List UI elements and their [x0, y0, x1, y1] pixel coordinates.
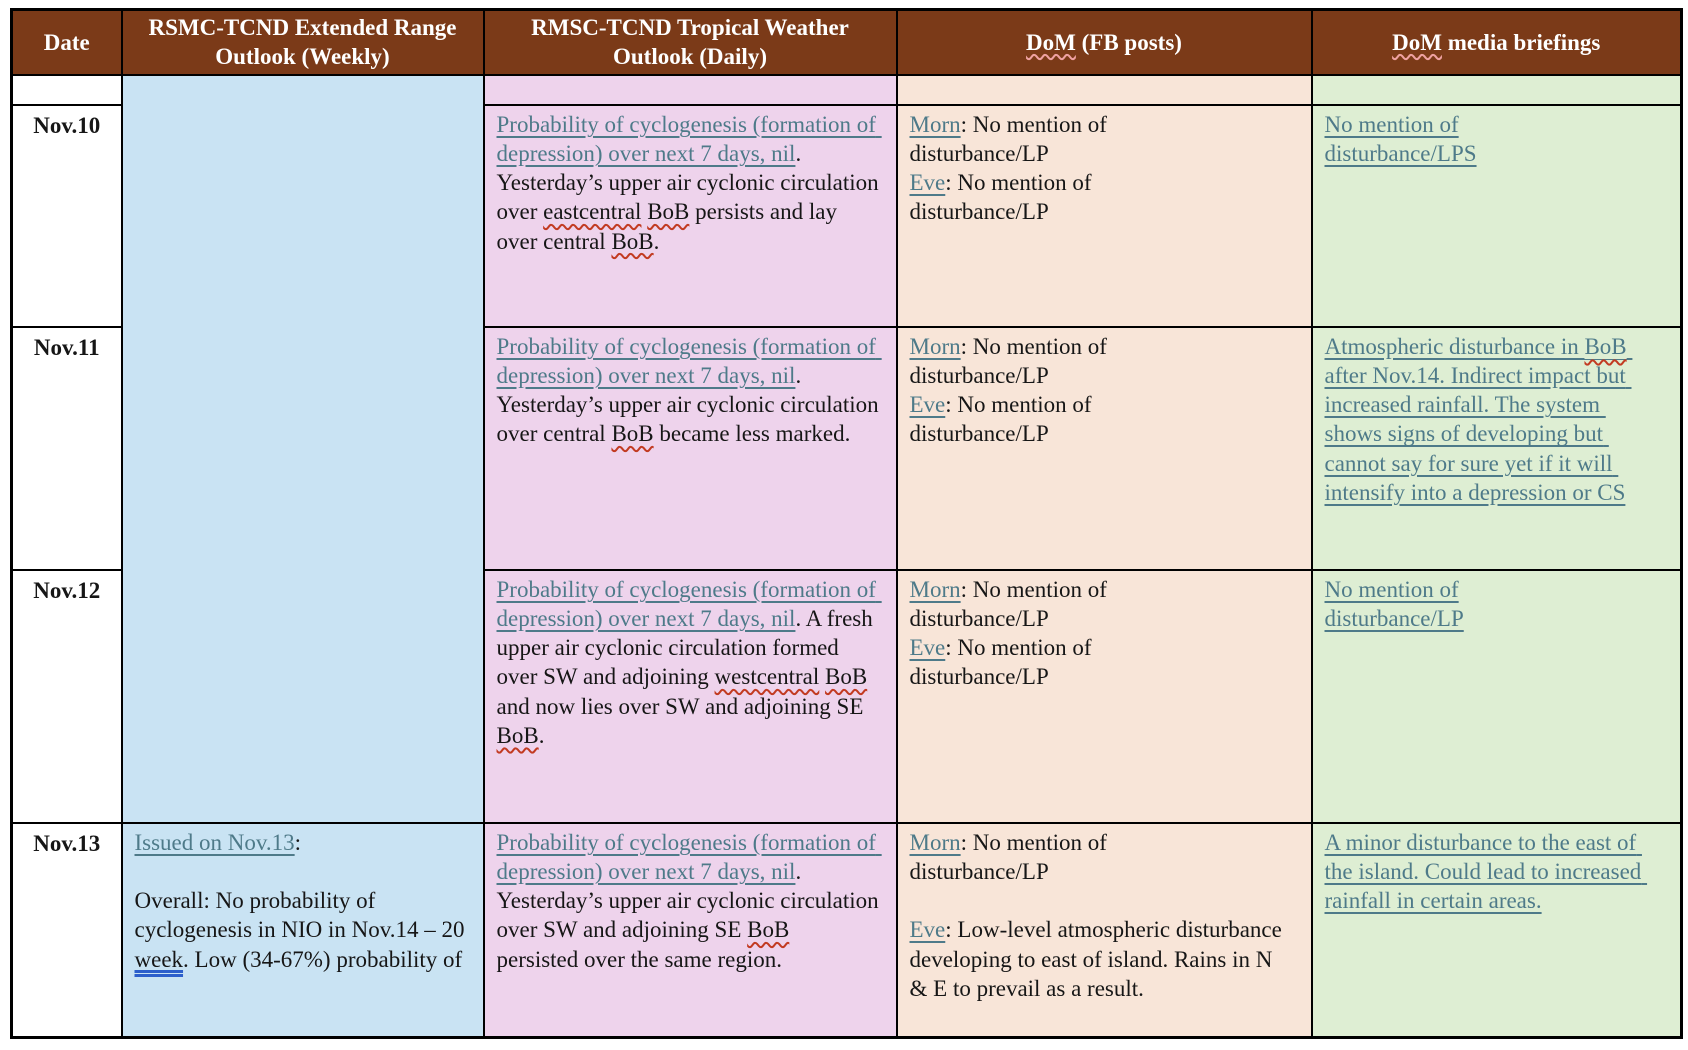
header-weekly-outlook: RSMC-TCND Extended Range Outlook (Weekly…: [120, 8, 485, 76]
text-link[interactable]: No mention of: [1324, 576, 1459, 602]
cell-spacer-date: [10, 73, 123, 106]
text-segment: BoB: [611, 228, 654, 254]
text-segment: BoB: [647, 199, 690, 225]
text-segment: media briefings: [1441, 29, 1601, 55]
text-segment: BoB: [747, 917, 790, 943]
text-segment: . Low (34-67%) probability of: [183, 946, 463, 972]
text-segment: persisted over the same region.: [496, 946, 783, 972]
text-segment: disturbance/LP: [909, 199, 1049, 225]
text-segment: : No mention of: [960, 829, 1107, 855]
text-segment: disturbance/LP: [909, 606, 1049, 632]
text-link[interactable]: Probability of cyclogenesis (formation o…: [496, 333, 882, 389]
text-segment: DoM: [1026, 29, 1076, 55]
text-segment: Date: [43, 29, 90, 55]
cell-media-nov13: A minor disturbance to the east of the i…: [1310, 821, 1683, 1039]
cell-daily-nov11: Probability of cyclogenesis (formation o…: [482, 325, 898, 571]
text-segment: BoB: [496, 722, 539, 748]
cell-fb-nov12: Morn: No mention of disturbance/LP Eve: No…: [895, 568, 1313, 824]
text-link[interactable]: A minor disturbance to the east of the i…: [1324, 829, 1648, 914]
text-segment: . A fresh upper air cyclonic circulation…: [496, 606, 879, 690]
weather-outlook-table: Date RSMC-TCND Extended Range Outlook (W…: [10, 8, 1683, 1040]
cell-date-nov13: Nov.13: [10, 821, 123, 1039]
cell-date-nov12: Nov.12: [10, 568, 123, 824]
cell-daily-nov10: Probability of cyclogenesis (formation o…: [482, 103, 898, 328]
text-link[interactable]: Morn: [909, 333, 961, 359]
text-segment: : No mention of: [945, 635, 1092, 661]
text-segment: RMSC-TCND Tropical Weather Outlook (Dail…: [531, 15, 855, 70]
text-link[interactable]: Probability of cyclogenesis (formation o…: [496, 829, 882, 885]
text-segment: BoB: [825, 664, 868, 690]
text-segment: and now lies over SW and adjoining SE: [496, 664, 873, 719]
text-segment: week: [134, 946, 184, 972]
cell-media-nov12: No mention of disturbance/LP: [1310, 568, 1683, 824]
cell-weekly-merged-empty: [120, 73, 485, 824]
text-segment: . Yesterday’s upper air cyclonic circula…: [496, 363, 885, 447]
text-link[interactable]: Morn: [909, 829, 961, 855]
header-dom-fb-posts: DoM (FB posts): [895, 8, 1313, 76]
text-segment: :: [294, 829, 302, 855]
text-link[interactable]: BoB: [1584, 333, 1627, 360]
text-segment: .: [538, 722, 545, 748]
header-dom-media-briefings: DoM media briefings: [1310, 8, 1683, 76]
text-segment: : No mention of: [960, 333, 1107, 359]
cell-media-nov11: Atmospheric disturbance in BoB after Nov…: [1310, 325, 1683, 571]
text-segment: : Low-level atmospheric disturbance deve…: [909, 917, 1288, 1001]
cell-spacer-fb: [895, 73, 1313, 106]
cell-fb-nov11: Morn: No mention of disturbance/LP Eve: No…: [895, 325, 1313, 571]
text-link[interactable]: Eve: [909, 635, 946, 661]
cell-date-nov11: Nov.11: [10, 325, 123, 571]
text-segment: westcentral: [714, 664, 820, 690]
text-segment: disturbance/LP: [909, 421, 1049, 447]
text-link[interactable]: Morn: [909, 111, 961, 137]
row-nov12: Nov.12 Probability of cyclogenesis (form…: [10, 568, 1683, 824]
text-segment: : No mention of: [960, 111, 1107, 137]
cell-spacer-media: [1310, 73, 1683, 106]
text-segment: : No mention of: [945, 170, 1092, 196]
text-segment: RSMC-TCND Extended Range Outlook (Weekly…: [148, 15, 463, 70]
text-segment: eastcentral: [543, 199, 642, 225]
text-link[interactable]: No mention of: [1324, 111, 1459, 137]
cell-spacer-daily: [482, 73, 898, 106]
text-segment: disturbance/LP: [909, 363, 1049, 389]
text-link[interactable]: after Nov.14. Indirect impact but increa…: [1324, 333, 1633, 505]
text-link[interactable]: Eve: [909, 392, 946, 418]
cell-media-nov10: No mention of disturbance/LPS: [1310, 103, 1683, 328]
spacer-row: [10, 73, 1683, 824]
text-link[interactable]: disturbance/LP: [1324, 606, 1464, 632]
header-date: Date: [10, 8, 123, 76]
text-segment: became less marked.: [653, 421, 851, 447]
cell-fb-nov13: Morn: No mention of disturbance/LP Eve: Lo…: [895, 821, 1313, 1039]
cell-weekly-nov13: Issued on Nov.13: Overall: No probability…: [120, 821, 485, 1039]
header-row: Date RSMC-TCND Extended Range Outlook (W…: [10, 8, 1683, 76]
text-segment: . Yesterday’s upper air cyclonic circula…: [496, 141, 885, 225]
text-link[interactable]: Morn: [909, 576, 961, 602]
text-segment: disturbance/LP: [909, 664, 1049, 690]
text-link[interactable]: Probability of cyclogenesis (formation o…: [496, 111, 882, 167]
cell-daily-nov13: Probability of cyclogenesis (formation o…: [482, 821, 898, 1039]
row-nov13: Nov.13 Issued on Nov.13: Overall: No prob…: [10, 821, 1683, 1039]
row-nov11: Nov.11 Probability of cyclogenesis (form…: [10, 325, 1683, 571]
text-link[interactable]: Atmospheric disturbance in: [1324, 333, 1585, 359]
header-daily-outlook: RMSC-TCND Tropical Weather Outlook (Dail…: [482, 8, 898, 76]
text-link[interactable]: Issued on Nov.13: [134, 829, 295, 855]
text-segment: disturbance/LP: [909, 859, 1049, 885]
text-segment: . Yesterday’s upper air cyclonic circula…: [496, 859, 885, 943]
text-link[interactable]: Probability of cyclogenesis (formation o…: [496, 576, 882, 632]
text-segment: (FB posts): [1075, 29, 1182, 55]
text-segment: .: [653, 228, 660, 254]
cell-daily-nov12: Probability of cyclogenesis (formation o…: [482, 568, 898, 824]
text-segment: : No mention of: [960, 576, 1107, 602]
text-link[interactable]: disturbance/LPS: [1324, 141, 1477, 167]
text-segment: Overall: No probability of cyclogenesis …: [134, 888, 471, 943]
text-link[interactable]: Eve: [909, 170, 946, 196]
text-segment: DoM: [1392, 29, 1442, 55]
text-link[interactable]: Eve: [909, 917, 946, 943]
text-segment: BoB: [611, 421, 654, 447]
cell-date-nov10: Nov.10: [10, 103, 123, 328]
cell-fb-nov10: Morn: No mention of disturbance/LP Eve: No…: [895, 103, 1313, 328]
text-segment: disturbance/LP: [909, 141, 1049, 167]
text-segment: : No mention of: [945, 392, 1092, 418]
row-nov10: Nov.10 Probability of cyclogenesis (form…: [10, 103, 1683, 328]
text-segment: persists and lay over central: [496, 199, 843, 254]
